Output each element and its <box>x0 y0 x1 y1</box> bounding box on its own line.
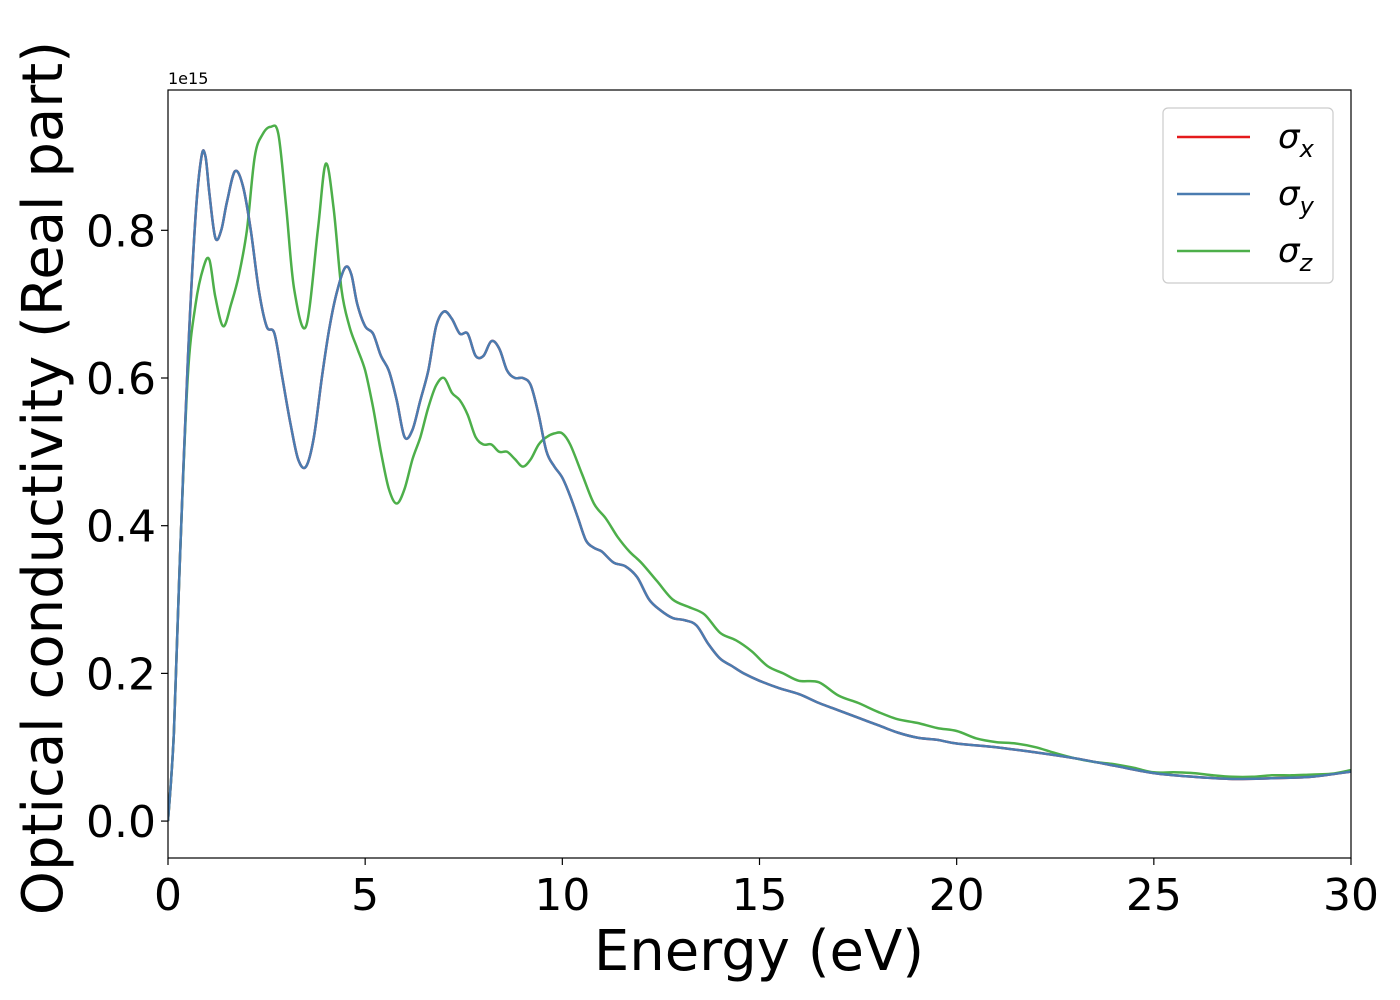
y-offset-text: 1e15 <box>168 69 208 88</box>
x-tick-label: 25 <box>1126 870 1182 921</box>
x-tick-label: 0 <box>154 870 182 921</box>
y-tick-label: 0.2 <box>86 649 156 700</box>
x-axis-title: Energy (eV) <box>594 919 924 984</box>
series-line-sigma-y <box>168 149 1351 822</box>
y-axis: 0.0 0.2 0.4 0.6 0.8 <box>86 206 168 848</box>
series-line-sigma-z <box>168 124 1351 822</box>
y-tick-label: 0.0 <box>86 797 156 848</box>
legend-label-sigma-y: σy <box>1278 174 1315 220</box>
legend-label-sigma-z: σz <box>1278 231 1314 277</box>
series-lines <box>168 124 1351 822</box>
y-axis-title: Optical conductivity (Real part) <box>11 41 76 915</box>
x-axis: 0 5 10 15 20 25 30 <box>154 858 1379 921</box>
x-tick-label: 15 <box>732 870 788 921</box>
y-tick-label: 0.6 <box>86 354 156 405</box>
x-tick-label: 20 <box>929 870 985 921</box>
x-tick-label: 5 <box>351 870 379 921</box>
x-tick-label: 10 <box>534 870 590 921</box>
x-tick-label: 30 <box>1323 870 1379 921</box>
y-tick-label: 0.4 <box>86 502 156 553</box>
legend-frame <box>1162 107 1334 284</box>
legend-label-sigma-x: σx <box>1278 117 1315 163</box>
y-tick-label: 0.8 <box>86 206 156 257</box>
legend: σx σy σz <box>1162 107 1334 284</box>
